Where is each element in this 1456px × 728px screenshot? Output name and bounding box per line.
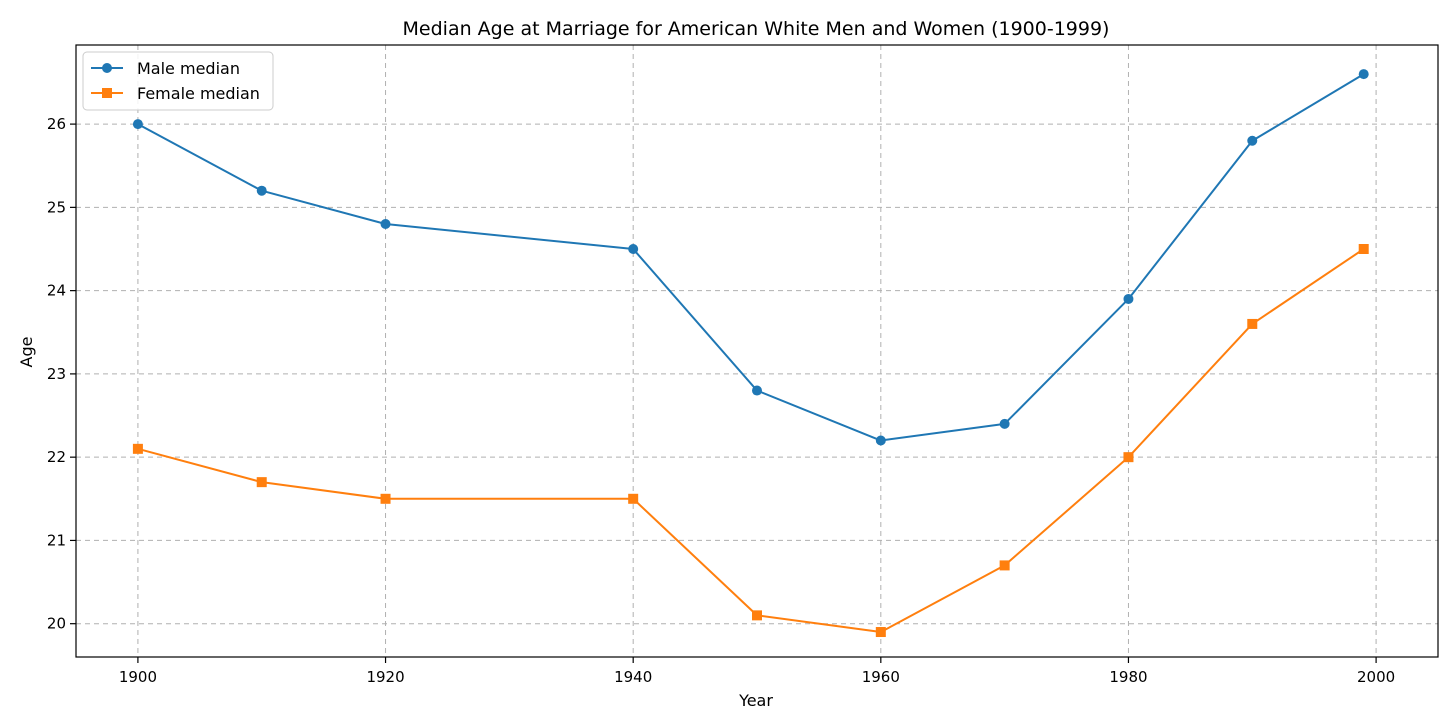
male-median-point bbox=[1358, 69, 1369, 80]
male-median-point bbox=[132, 119, 143, 130]
male-median-point bbox=[999, 418, 1010, 429]
x-axis-label: Year bbox=[738, 691, 773, 710]
male-median-point bbox=[752, 385, 762, 396]
y-tick-label: 22 bbox=[47, 448, 66, 466]
female-median-point bbox=[1358, 244, 1369, 254]
grid bbox=[76, 45, 1438, 657]
axis-ticks: 1900 1920 1940 1960 1980 2000 20 21 22 23 24 25 26 bbox=[47, 115, 1395, 686]
male-median-point bbox=[875, 435, 886, 446]
y-tick-label: 25 bbox=[47, 198, 66, 216]
x-tick-label: 1920 bbox=[366, 668, 404, 686]
x-tick-label: 1960 bbox=[862, 668, 900, 686]
female-median-point bbox=[752, 610, 762, 621]
y-tick-label: 21 bbox=[47, 531, 66, 549]
chart-title: Median Age at Marriage for American Whit… bbox=[403, 18, 1110, 40]
plot-frame bbox=[75, 44, 1439, 658]
y-tick-label: 20 bbox=[47, 615, 66, 633]
legend-female-label: Female median bbox=[137, 84, 260, 103]
female-median-point bbox=[875, 627, 886, 638]
male-median-point bbox=[628, 244, 639, 254]
legend-male-marker bbox=[102, 63, 112, 73]
legend: Male median Female median bbox=[82, 51, 274, 111]
male-median-point bbox=[1123, 293, 1134, 304]
female-median-point bbox=[132, 443, 143, 454]
male-median-point bbox=[380, 219, 391, 230]
female-median-point bbox=[256, 477, 267, 488]
female-median-point bbox=[380, 493, 391, 504]
female-median-point bbox=[1123, 452, 1134, 463]
female-median-line bbox=[137, 248, 1365, 634]
series-layer bbox=[132, 69, 1369, 638]
y-tick-label: 23 bbox=[47, 365, 66, 383]
legend-male-label: Male median bbox=[137, 59, 240, 78]
female-median-point bbox=[1247, 318, 1258, 329]
x-tick-label: 1900 bbox=[119, 668, 157, 686]
female-median-point bbox=[628, 493, 639, 504]
legend-box bbox=[82, 51, 274, 111]
female-median-point bbox=[999, 560, 1010, 571]
y-tick-label: 24 bbox=[47, 282, 66, 300]
y-tick-label: 26 bbox=[47, 115, 66, 133]
male-median-point bbox=[256, 185, 267, 196]
male-median-line bbox=[137, 73, 1365, 442]
male-median-point bbox=[1247, 135, 1258, 146]
x-tick-label: 1940 bbox=[614, 668, 652, 686]
y-axis-label: Age bbox=[17, 337, 36, 368]
x-tick-label: 1980 bbox=[1109, 668, 1147, 686]
legend-female-marker bbox=[102, 88, 112, 98]
x-tick-label: 2000 bbox=[1357, 668, 1395, 686]
